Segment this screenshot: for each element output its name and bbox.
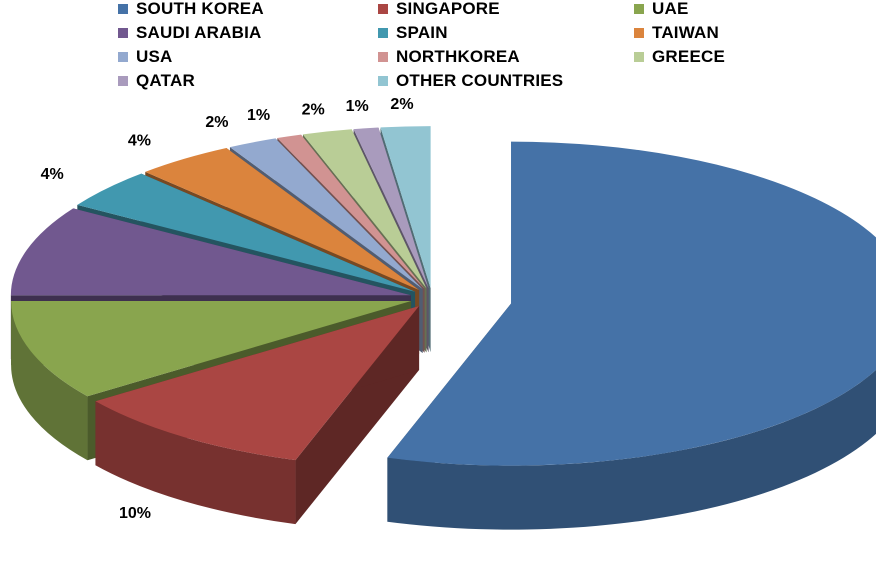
legend-swatch xyxy=(118,52,128,62)
data-label-6: 2% xyxy=(205,114,228,131)
slice-outer-wall xyxy=(387,369,876,530)
legend-label: SINGAPORE xyxy=(396,0,500,18)
legend-label: USA xyxy=(136,47,173,66)
legend-item-other-countries: OTHER COUNTRIES xyxy=(378,70,563,92)
legend-item-singapore: SINGAPORE xyxy=(378,0,500,20)
legend-swatch xyxy=(118,76,128,86)
slice-top-face xyxy=(380,126,431,289)
legend-item-usa: USA xyxy=(118,46,173,68)
legend-item-spain: SPAIN xyxy=(378,22,448,44)
legend-swatch xyxy=(634,28,644,38)
slice-top-face xyxy=(95,306,420,461)
legend-label: QATAR xyxy=(136,71,195,90)
legend-item-uae: UAE xyxy=(634,0,689,20)
slice-top-face xyxy=(302,129,427,289)
data-label-5: 4% xyxy=(128,133,151,150)
legend-item-northkorea: NORTHKOREA xyxy=(378,46,520,68)
legend-label: OTHER COUNTRIES xyxy=(396,71,564,90)
pie-slice-1 xyxy=(95,306,420,525)
legend-label: GREECE xyxy=(652,47,725,66)
slice-top-face xyxy=(229,138,423,290)
data-label-7: 1% xyxy=(247,107,270,124)
slice-top-face xyxy=(277,134,425,289)
chart-legend: SOUTH KOREA SINGAPORE UAE SAUDI ARABIA S… xyxy=(0,0,876,100)
pie-slice-0 xyxy=(387,141,876,530)
legend-swatch xyxy=(118,4,128,14)
slice-top-face xyxy=(77,173,416,292)
legend-swatch xyxy=(378,4,388,14)
legend-label: NORTHKOREA xyxy=(396,47,520,66)
legend-swatch xyxy=(378,76,388,86)
slice-top-face xyxy=(145,148,420,290)
data-label-9: 1% xyxy=(346,98,369,115)
legend-label: SPAIN xyxy=(396,23,448,42)
legend-item-greece: GREECE xyxy=(634,46,725,68)
legend-item-taiwan: TAIWAN xyxy=(634,22,719,44)
legend-label: UAE xyxy=(652,0,689,18)
data-label-8: 2% xyxy=(302,102,325,119)
slice-top-face xyxy=(10,208,411,296)
slice-outer-wall xyxy=(95,401,296,525)
data-label-4: 4% xyxy=(41,166,64,183)
legend-label: SOUTH KOREA xyxy=(136,0,264,18)
legend-swatch xyxy=(378,52,388,62)
legend-swatch xyxy=(378,28,388,38)
slice-top-face xyxy=(387,141,876,466)
data-label-1: 10% xyxy=(119,505,151,522)
legend-swatch xyxy=(118,28,128,38)
legend-label: SAUDI ARABIA xyxy=(136,23,262,42)
legend-item-saudi-arabia: SAUDI ARABIA xyxy=(118,22,262,44)
legend-label: TAIWAN xyxy=(652,23,719,42)
data-label-10: 2% xyxy=(390,96,413,113)
slice-top-face xyxy=(353,127,429,289)
slice-top-face xyxy=(11,301,412,397)
slice-outer-wall xyxy=(11,301,88,461)
legend-item-qatar: QATAR xyxy=(118,70,195,92)
legend-swatch xyxy=(634,4,644,14)
legend-swatch xyxy=(634,52,644,62)
legend-item-south-korea: SOUTH KOREA xyxy=(118,0,264,20)
